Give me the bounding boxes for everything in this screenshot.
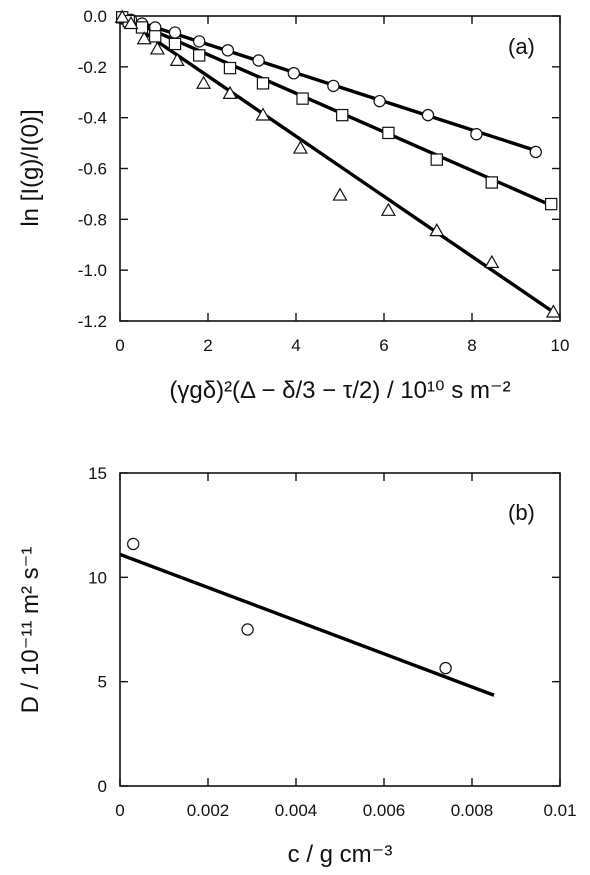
y-tick-label-a-0: 0.0 — [83, 7, 107, 26]
data-point-a-square-11 — [430, 153, 444, 166]
data-point-a-circle-8 — [287, 66, 300, 80]
data-point-a-square-10 — [382, 126, 395, 140]
x-axis-label-b: c / g cm⁻³ — [288, 841, 393, 868]
data-point-a-circle-4 — [168, 26, 182, 39]
data-point-a-triangle-5 — [196, 75, 212, 89]
data-point-a-triangle-10 — [380, 202, 396, 216]
x-tick-label-b-5: 0.01 — [543, 801, 576, 820]
data-point-a-circle-6 — [221, 44, 234, 57]
plot-frame-b — [119, 472, 561, 787]
y-tick-label-b-0: 0 — [98, 777, 107, 796]
data-point-a-triangle-8 — [292, 140, 308, 154]
data-point-a-square-12 — [485, 176, 499, 189]
data-point-a-triangle-13 — [545, 304, 561, 318]
data-point-a-circle-13 — [529, 145, 543, 159]
y-axis-label-a: ln [I(g)/I(0)] — [17, 109, 44, 226]
y-tick-label-b-1: 5 — [98, 673, 107, 692]
data-points-a — [114, 9, 561, 318]
data-point-a-triangle-0 — [114, 9, 130, 23]
data-point-b-circle-2 — [439, 661, 452, 675]
fit-line-a-square — [119, 14, 552, 207]
data-point-a-square-6 — [223, 61, 237, 75]
data-point-b-circle-1 — [241, 623, 254, 636]
x-tick-label-a-4: 8 — [467, 336, 476, 355]
y-tick-label-a-5: -1.0 — [78, 261, 107, 280]
data-point-a-triangle-9 — [332, 187, 348, 201]
data-point-a-triangle-1 — [123, 15, 139, 30]
data-point-a-triangle-6 — [222, 85, 238, 99]
x-tick-label-b-2: 0.004 — [275, 801, 318, 820]
data-point-a-square-13 — [544, 197, 558, 211]
data-point-a-square-7 — [256, 77, 270, 90]
y-tick-label-a-3: -0.6 — [78, 160, 107, 179]
y-tick-label-a-4: -0.8 — [78, 210, 107, 229]
panel-b: 0 0.002 0.004 0.006 0.008 0.01 0 5 10 15… — [17, 464, 577, 868]
x-tick-label-a-1: 2 — [203, 336, 212, 355]
data-point-b-circle-0 — [126, 537, 140, 551]
panel-a: 0 2 4 6 8 10 0.0 -0.2 -0.4 -0.6 -0.8 -1.… — [17, 7, 569, 404]
x-axis-label-a: (γgδ)²(Δ − δ/3 − τ/2) / 10¹⁰ s m⁻² — [169, 377, 510, 404]
data-point-a-triangle-7 — [255, 107, 271, 121]
fit-line-b-circle — [119, 552, 495, 697]
panel-label-b: (b) — [508, 500, 535, 525]
y-tick-label-b-2: 10 — [88, 568, 107, 587]
data-point-a-circle-7 — [252, 54, 265, 67]
y-tick-label-a-2: -0.4 — [78, 109, 107, 128]
y-tick-label-a-1: -0.2 — [78, 58, 107, 77]
data-point-a-square-5 — [193, 49, 206, 62]
x-tick-label-a-2: 4 — [291, 336, 300, 355]
fit-line-a-triangle — [119, 14, 555, 314]
fit-lines-b — [119, 552, 495, 697]
data-point-a-square-3 — [149, 30, 162, 43]
ticks-b — [119, 472, 561, 787]
data-point-a-circle-12 — [470, 127, 483, 141]
data-point-a-triangle-4 — [169, 52, 185, 66]
y-axis-label-b: D / 10⁻¹¹ m² s⁻¹ — [17, 547, 44, 714]
data-point-a-square-9 — [336, 108, 349, 122]
x-tick-label-b-4: 0.008 — [451, 801, 494, 820]
y-tick-label-b-3: 15 — [88, 464, 107, 483]
data-point-a-triangle-11 — [429, 223, 445, 237]
data-point-a-triangle-12 — [484, 254, 500, 269]
data-point-a-circle-5 — [192, 35, 206, 48]
data-point-a-circle-10 — [373, 94, 386, 108]
data-point-a-circle-9 — [327, 79, 340, 93]
x-tick-label-a-0: 0 — [115, 336, 124, 355]
x-tick-label-b-3: 0.006 — [363, 801, 406, 820]
data-point-a-circle-11 — [421, 108, 435, 122]
data-point-a-triangle-2 — [136, 31, 152, 45]
data-point-a-triangle-3 — [149, 41, 165, 55]
data-point-a-square-4 — [168, 37, 182, 51]
x-tick-label-b-0: 0 — [115, 801, 124, 820]
x-tick-label-a-3: 6 — [379, 336, 388, 355]
data-points-b — [126, 537, 452, 675]
panel-label-a: (a) — [508, 34, 535, 59]
x-tick-label-b-1: 0.002 — [187, 801, 230, 820]
data-point-a-square-2 — [135, 21, 149, 34]
y-tick-label-a-6: -1.2 — [78, 312, 107, 331]
data-point-a-square-8 — [296, 92, 309, 105]
x-tick-label-a-5: 10 — [551, 336, 570, 355]
